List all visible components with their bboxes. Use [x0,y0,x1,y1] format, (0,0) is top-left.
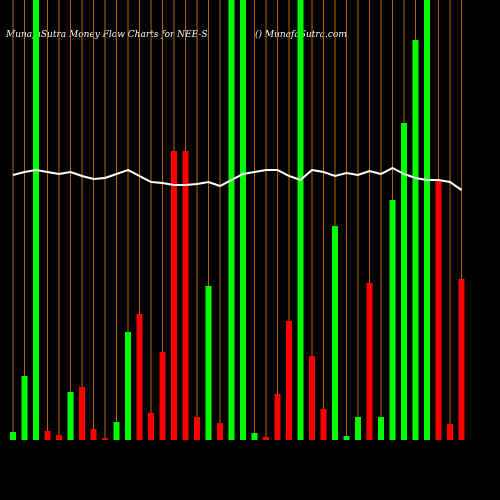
bar [263,437,269,440]
bar [217,423,223,440]
bar [182,151,189,440]
bar [79,387,85,440]
bar [297,0,304,440]
bar [332,226,338,440]
bar [159,352,166,440]
bar [458,279,465,440]
bar [424,0,430,440]
chart-title: MunafaSutra Money Flow Charts for NEE-S [5,30,208,40]
bar [447,424,453,440]
bar [355,417,361,440]
bar [320,409,327,440]
bar [228,0,235,440]
bar [10,432,16,440]
bar [102,438,108,440]
bar [21,376,28,440]
bar [44,431,51,440]
bar [274,394,281,440]
bar [389,200,396,440]
bar [401,123,407,440]
bar [251,433,258,440]
bar [33,0,39,440]
bar [343,436,350,440]
bar [136,314,143,440]
bar [90,429,97,440]
bar [378,417,384,440]
bar [240,0,246,440]
bar [205,286,212,440]
bar [67,392,74,440]
money-flow-line [12,166,463,191]
bar [309,356,315,440]
bar [366,283,373,440]
bar [435,181,442,440]
bar [194,417,200,440]
bar [148,413,154,440]
bar [412,40,419,440]
bar [56,435,62,440]
bar [286,321,292,440]
bar [171,151,177,440]
bar [113,422,120,440]
bar [125,332,131,440]
